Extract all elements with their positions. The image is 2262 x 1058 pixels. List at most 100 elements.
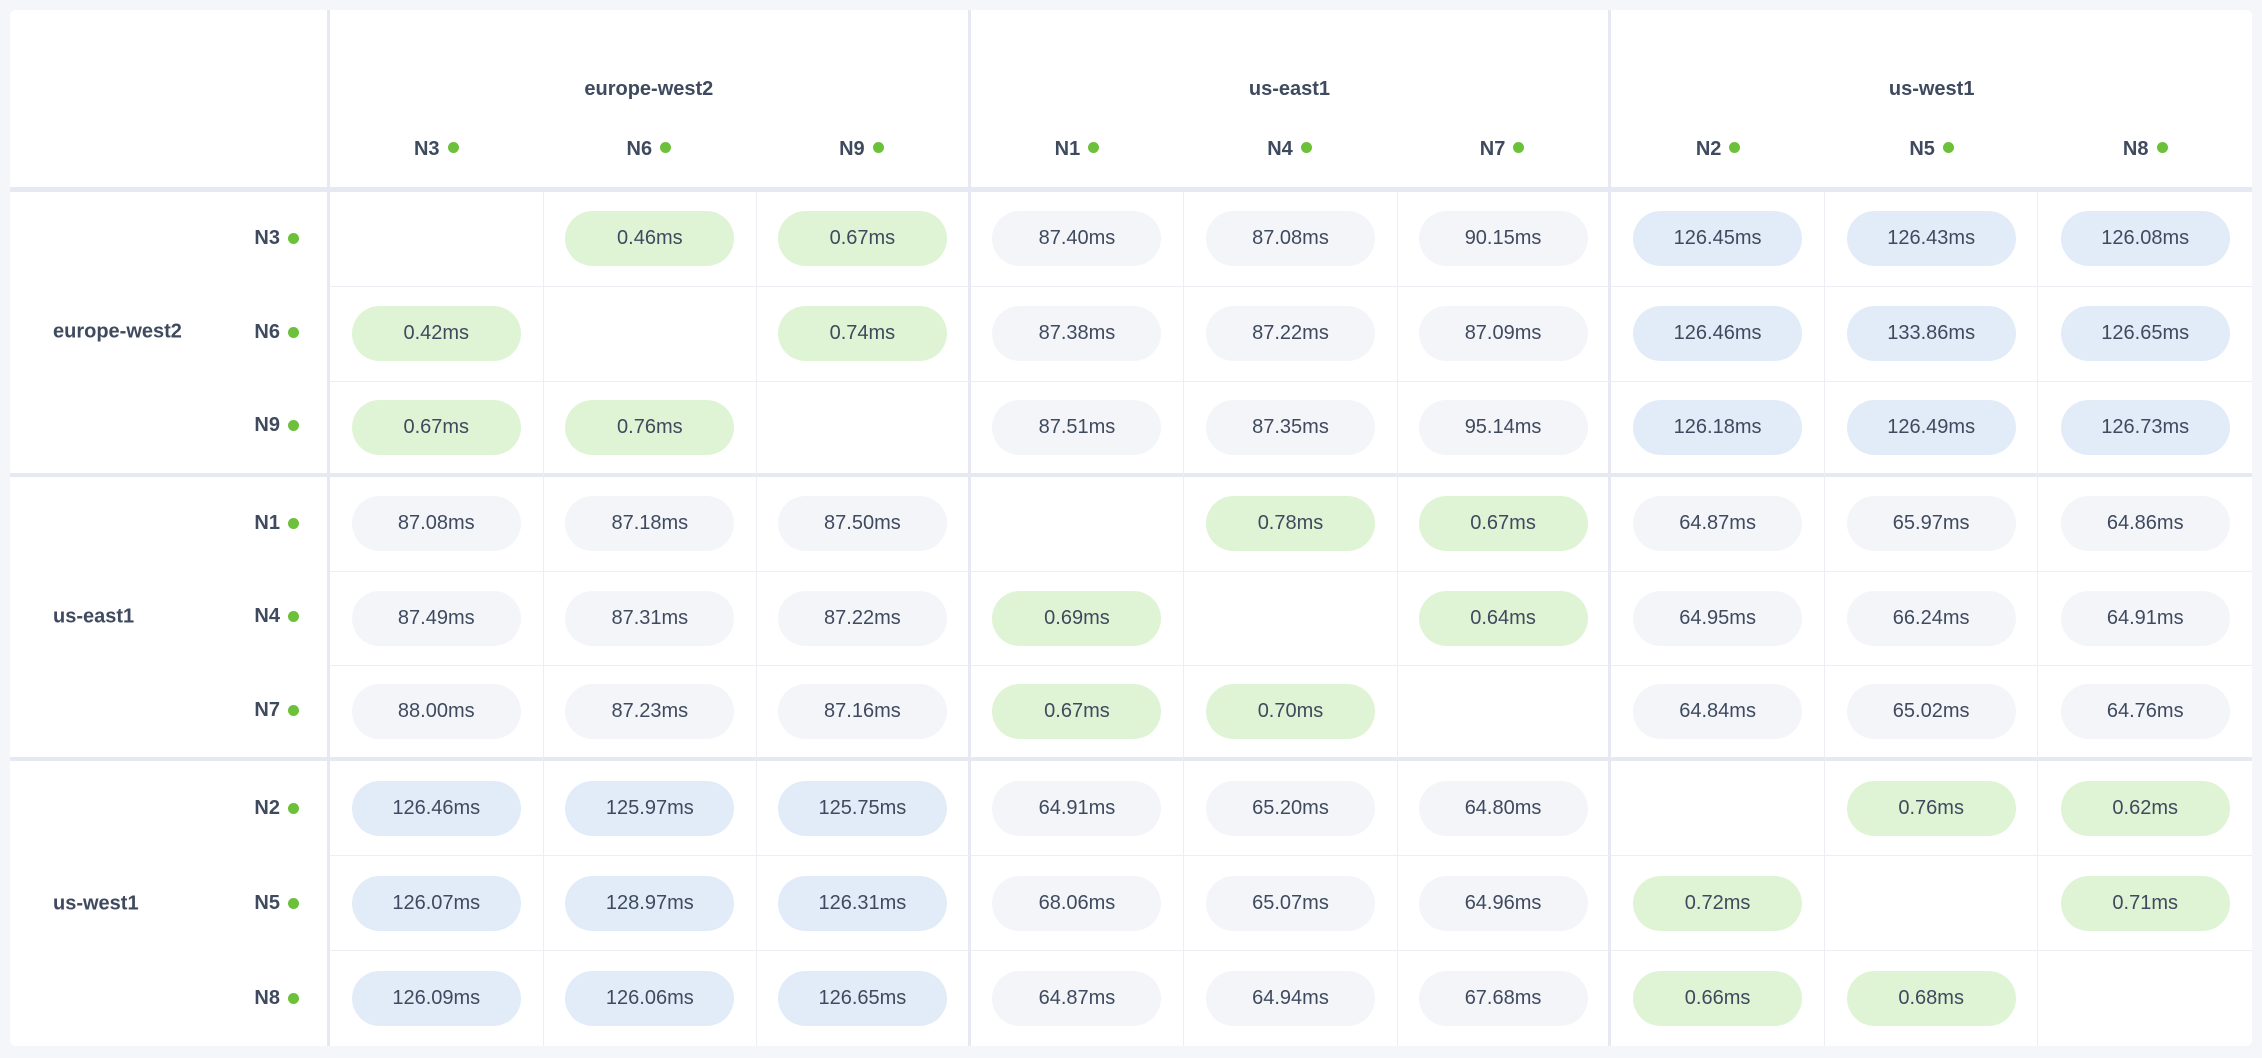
latency-badge[interactable]: 126.49ms bbox=[1846, 399, 2016, 455]
latency-badge[interactable]: 0.67ms bbox=[351, 399, 521, 455]
latency-badge[interactable]: 126.65ms bbox=[2060, 306, 2230, 362]
latency-badge[interactable]: 88.00ms bbox=[351, 684, 521, 740]
latency-badge[interactable]: 87.38ms bbox=[992, 306, 1162, 362]
latency-badge[interactable]: 0.66ms bbox=[1633, 971, 1803, 1027]
latency-badge[interactable]: 87.23ms bbox=[565, 684, 735, 740]
latency-badge[interactable]: 126.07ms bbox=[351, 875, 521, 931]
latency-cell: 88.00ms bbox=[330, 666, 544, 762]
column-node-header[interactable]: N2 bbox=[1611, 138, 1825, 161]
latency-badge[interactable]: 64.91ms bbox=[2060, 590, 2230, 646]
latency-badge[interactable]: 65.02ms bbox=[1846, 684, 2016, 740]
latency-badge[interactable]: 64.86ms bbox=[2060, 496, 2230, 552]
latency-badge[interactable]: 0.42ms bbox=[351, 306, 521, 362]
column-node-header[interactable]: N5 bbox=[1825, 138, 2039, 161]
latency-badge[interactable]: 64.87ms bbox=[992, 971, 1162, 1027]
column-node-header[interactable]: N6 bbox=[543, 138, 756, 161]
column-node-header[interactable]: N7 bbox=[1396, 138, 1609, 161]
latency-badge[interactable]: 87.16ms bbox=[777, 684, 947, 740]
latency-badge[interactable]: 87.08ms bbox=[351, 496, 521, 552]
row-region-header: us-east1 N1 N4 N7 bbox=[10, 476, 330, 762]
latency-badge[interactable]: 126.73ms bbox=[2060, 399, 2230, 455]
latency-badge[interactable]: 0.62ms bbox=[2060, 780, 2230, 836]
latency-badge[interactable]: 0.67ms bbox=[777, 211, 947, 267]
latency-badge[interactable]: 66.24ms bbox=[1846, 590, 2016, 646]
latency-badge[interactable]: 87.50ms bbox=[777, 496, 947, 552]
latency-badge[interactable]: 90.15ms bbox=[1418, 211, 1588, 267]
latency-badge[interactable]: 0.67ms bbox=[992, 684, 1162, 740]
latency-badge[interactable]: 0.78ms bbox=[1205, 496, 1375, 552]
node-label: N7 bbox=[254, 699, 280, 722]
column-node-header[interactable]: N4 bbox=[1183, 138, 1396, 161]
column-node-header[interactable]: N3 bbox=[330, 138, 543, 161]
latency-badge[interactable]: 87.35ms bbox=[1205, 399, 1375, 455]
latency-badge[interactable]: 125.97ms bbox=[565, 780, 735, 836]
latency-badge[interactable]: 65.07ms bbox=[1205, 875, 1375, 931]
latency-badge[interactable]: 64.94ms bbox=[1205, 971, 1375, 1027]
latency-badge[interactable]: 64.87ms bbox=[1633, 496, 1803, 552]
column-node-header[interactable]: N8 bbox=[2038, 138, 2252, 161]
latency-badge[interactable]: 0.71ms bbox=[2060, 875, 2230, 931]
latency-badge[interactable]: 126.09ms bbox=[351, 971, 521, 1027]
latency-badge[interactable]: 0.69ms bbox=[992, 590, 1162, 646]
latency-badge[interactable]: 87.51ms bbox=[992, 399, 1162, 455]
latency-badge[interactable]: 64.80ms bbox=[1418, 780, 1588, 836]
latency-badge[interactable]: 126.65ms bbox=[777, 971, 947, 1027]
latency-badge[interactable]: 126.06ms bbox=[565, 971, 735, 1027]
latency-badge[interactable]: 126.45ms bbox=[1633, 211, 1803, 267]
latency-badge[interactable]: 126.43ms bbox=[1846, 211, 2016, 267]
row-node-header[interactable]: N5 bbox=[254, 856, 299, 951]
latency-badge[interactable]: 133.86ms bbox=[1846, 306, 2016, 362]
latency-badge[interactable]: 65.20ms bbox=[1205, 780, 1375, 836]
row-node-header[interactable]: N4 bbox=[254, 570, 299, 664]
latency-badge[interactable]: 0.70ms bbox=[1205, 684, 1375, 740]
latency-badge[interactable]: 67.68ms bbox=[1418, 971, 1588, 1027]
latency-badge[interactable]: 68.06ms bbox=[992, 875, 1162, 931]
latency-badge[interactable]: 87.40ms bbox=[992, 211, 1162, 267]
latency-badge[interactable]: 64.96ms bbox=[1418, 875, 1588, 931]
latency-badge[interactable]: 87.09ms bbox=[1418, 306, 1588, 362]
column-region-header: us-east1 N1 N4 N7 bbox=[970, 10, 1612, 192]
latency-badge[interactable]: 0.68ms bbox=[1846, 971, 2016, 1027]
latency-cell: 126.46ms bbox=[1611, 286, 1825, 382]
row-node-header[interactable]: N2 bbox=[254, 761, 299, 856]
region-title: us-west1 bbox=[1888, 78, 1975, 100]
latency-cell: 0.74ms bbox=[757, 286, 971, 382]
latency-badge[interactable]: 87.22ms bbox=[777, 590, 947, 646]
latency-cell: 0.76ms bbox=[543, 381, 758, 477]
latency-badge[interactable]: 0.72ms bbox=[1633, 875, 1803, 931]
latency-badge[interactable]: 87.31ms bbox=[565, 590, 735, 646]
latency-badge[interactable]: 0.67ms bbox=[1418, 496, 1588, 552]
latency-badge[interactable]: 126.31ms bbox=[777, 875, 947, 931]
latency-badge[interactable]: 126.46ms bbox=[351, 780, 521, 836]
latency-badge[interactable]: 65.97ms bbox=[1846, 496, 2016, 552]
node-label: N7 bbox=[1479, 138, 1506, 160]
latency-badge[interactable]: 125.75ms bbox=[777, 780, 947, 836]
latency-badge[interactable]: 126.46ms bbox=[1633, 306, 1803, 362]
latency-cell: 65.02ms bbox=[1824, 666, 2039, 762]
row-node-header[interactable]: N8 bbox=[254, 951, 299, 1046]
latency-badge[interactable]: 0.74ms bbox=[777, 306, 947, 362]
latency-badge[interactable]: 64.91ms bbox=[992, 780, 1162, 836]
latency-badge[interactable]: 87.08ms bbox=[1205, 211, 1375, 267]
latency-badge[interactable]: 87.49ms bbox=[351, 590, 521, 646]
latency-badge[interactable]: 128.97ms bbox=[565, 875, 735, 931]
latency-badge[interactable]: 0.46ms bbox=[565, 211, 735, 267]
column-node-header[interactable]: N9 bbox=[755, 138, 968, 161]
row-node-header[interactable]: N3 bbox=[254, 192, 299, 286]
latency-badge[interactable]: 126.08ms bbox=[2060, 211, 2230, 267]
row-node-header[interactable]: N1 bbox=[254, 477, 299, 571]
latency-badge[interactable]: 126.18ms bbox=[1633, 399, 1803, 455]
latency-badge[interactable]: 0.76ms bbox=[565, 399, 735, 455]
latency-badge[interactable]: 87.22ms bbox=[1205, 306, 1375, 362]
latency-badge[interactable]: 87.18ms bbox=[565, 496, 735, 552]
row-node-header[interactable]: N9 bbox=[254, 379, 299, 473]
row-node-header[interactable]: N6 bbox=[254, 286, 299, 380]
latency-badge[interactable]: 0.64ms bbox=[1418, 590, 1588, 646]
column-node-header[interactable]: N1 bbox=[971, 138, 1184, 161]
latency-badge[interactable]: 64.95ms bbox=[1633, 590, 1803, 646]
latency-badge[interactable]: 64.84ms bbox=[1633, 684, 1803, 740]
row-node-header[interactable]: N7 bbox=[254, 664, 299, 758]
latency-badge[interactable]: 64.76ms bbox=[2060, 684, 2230, 740]
latency-badge[interactable]: 95.14ms bbox=[1418, 399, 1588, 455]
latency-badge[interactable]: 0.76ms bbox=[1846, 780, 2016, 836]
